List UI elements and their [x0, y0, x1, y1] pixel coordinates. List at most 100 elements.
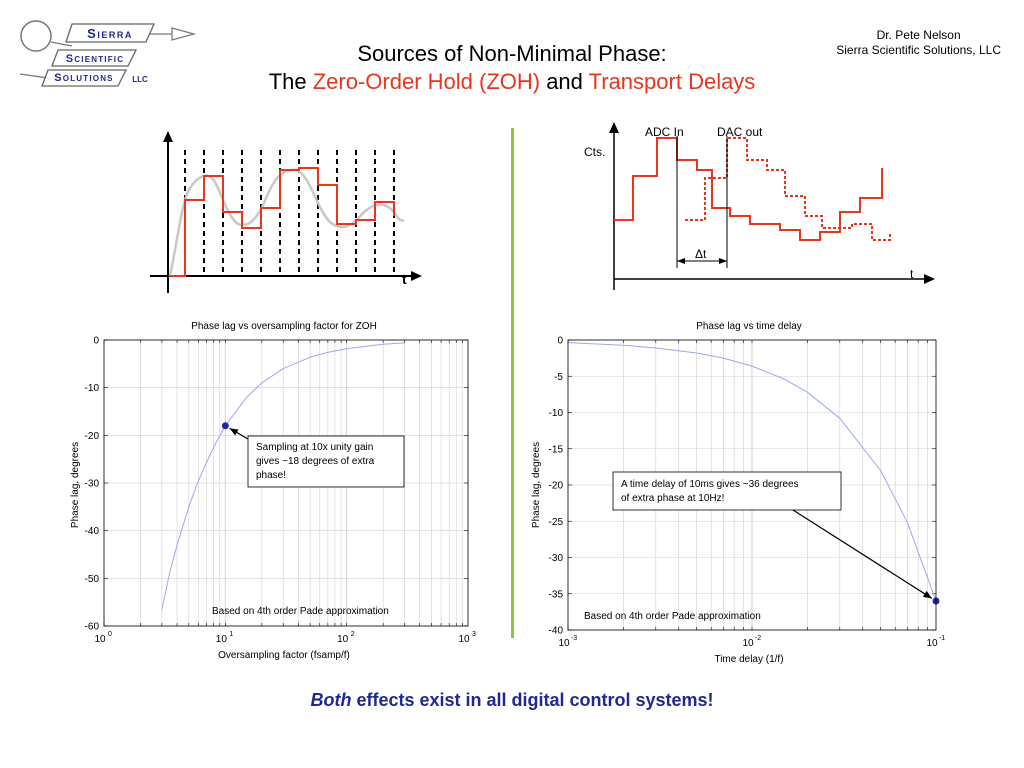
c1-highlight-point — [221, 422, 229, 430]
zoh-diagram: t — [150, 131, 422, 293]
c1-y-tick-label: -30 — [85, 479, 100, 490]
dac-out-label: DAC out — [717, 125, 763, 139]
c1-curve-segment — [213, 425, 226, 448]
c2-x-tick-exponent: -2 — [755, 635, 761, 642]
footer-message: Both effects exist in all digital contro… — [0, 690, 1024, 711]
c2-curve-segment — [839, 417, 882, 471]
c2-curve-segment — [751, 365, 785, 380]
c1-y-tick-label: -10 — [85, 383, 100, 394]
c2-x-tick-exponent: -3 — [571, 635, 577, 642]
c1-x-tick-label: 10 — [337, 634, 349, 645]
c2-y-tick-label: -30 — [549, 553, 564, 564]
title-pre: The — [268, 69, 313, 94]
chart2-annotation-box — [612, 471, 842, 511]
c2-annotation-arrow — [792, 509, 933, 599]
c2-y-tick-label: -20 — [549, 481, 564, 492]
c1-curve-segment — [283, 356, 311, 370]
c1-arrow-head — [229, 428, 239, 436]
slide-title: Sources of Non-Minimal Phase: The Zero-O… — [0, 40, 1024, 96]
c1-curve-segment — [197, 462, 207, 481]
c1-y-tick-label: -20 — [85, 431, 100, 442]
c1-x-tick-exponent: 3 — [472, 631, 476, 638]
c2-y-tick-label: -35 — [549, 589, 564, 600]
footer-rest: effects exist in all digital control sys… — [351, 690, 714, 710]
chart1-xlabel: Oversampling factor (fsamp/f) — [218, 650, 350, 661]
delay-diagram: ADC In DAC out Cts. Δt t — [584, 122, 935, 290]
c1-curve-segment — [327, 348, 347, 353]
c1-curve-segment — [176, 506, 190, 546]
author-block: Dr. Pete Nelson Sierra Scientific Soluti… — [836, 28, 1001, 58]
c1-curve-segment — [169, 544, 178, 572]
author-name: Dr. Pete Nelson — [876, 28, 961, 42]
c2-curve-segment — [907, 522, 937, 602]
c1-curve-segment — [346, 343, 384, 350]
chart2-xlabel: Time delay (1/f) — [714, 654, 783, 665]
c2-x-tick-label: 10 — [558, 638, 570, 649]
c2-curve-segment — [567, 342, 624, 346]
logo-line-1: Sierra — [87, 26, 133, 41]
chart1-annotation: Sampling at 10x unity gain gives ~18 deg… — [256, 442, 377, 481]
c1-x-tick-label: 10 — [216, 634, 228, 645]
c1-y-tick-label: -60 — [85, 622, 100, 633]
c2-x-tick-exponent: -1 — [939, 635, 945, 642]
logo-line-2: Scientific — [66, 53, 124, 65]
title-transport-delays: Transport Delays — [588, 69, 756, 94]
chart2-ylabel: Phase lag, degrees — [531, 442, 542, 528]
cts-label: Cts. — [584, 145, 605, 159]
delay-t-label: t — [910, 267, 914, 281]
logo-line-3: Solutions — [54, 72, 113, 84]
c2-curve-segment — [655, 347, 697, 354]
c2-curve-segment — [696, 352, 724, 359]
c2-y-tick-label: -40 — [549, 626, 564, 637]
c2-y-tick-label: -15 — [549, 444, 564, 455]
delay-phase-chart: Phase lag vs time delay Time delay (1/f)… — [531, 321, 945, 665]
c2-y-tick-label: -10 — [549, 408, 564, 419]
c1-curve-segment — [261, 368, 284, 384]
delta-t-label: Δt — [695, 247, 707, 261]
c2-x-tick-label: 10 — [926, 638, 938, 649]
chart1-note: Based on 4th order Pade approximation — [212, 606, 389, 617]
c2-curve-segment — [723, 357, 753, 367]
zoh-t-label: t — [402, 271, 407, 287]
title-line-1: Sources of Non-Minimal Phase: — [357, 41, 667, 66]
title-line-2: The Zero-Order Hold (ZOH) and Transport … — [0, 68, 1024, 96]
chart2-title: Phase lag vs time delay — [696, 321, 802, 332]
c1-curve-segment — [310, 351, 329, 358]
c1-curve-segment — [161, 571, 171, 610]
c1-curve-segment — [383, 342, 405, 345]
c2-curve-segment — [880, 470, 908, 523]
c1-y-tick-label: 0 — [93, 336, 99, 347]
chart2-note: Based on 4th order Pade approximation — [584, 611, 761, 622]
c2-curve-segment — [784, 378, 808, 393]
c1-y-tick-label: -40 — [85, 526, 100, 537]
divider — [511, 128, 514, 638]
chart1-ylabel: Phase lag, degrees — [70, 442, 81, 528]
chart2-annotation: A time delay of 10ms gives ~36 degrees o… — [621, 479, 801, 504]
c2-curve-segment — [807, 391, 841, 419]
c1-x-tick-exponent: 0 — [108, 631, 112, 638]
c1-curve-segment — [206, 447, 215, 463]
chart1-title: Phase lag vs oversampling factor for ZOH — [191, 321, 377, 332]
c2-arrow-head — [922, 590, 932, 599]
c1-x-tick-label: 10 — [458, 634, 470, 645]
adc-in-label: ADC In — [645, 125, 684, 139]
logo-line-4: LLC — [132, 75, 148, 84]
company-logo: Sierra Scientific Solutions LLC — [19, 20, 197, 87]
c2-y-tick-label: 0 — [557, 336, 563, 347]
chart1-annotation-box — [247, 435, 405, 488]
c1-x-tick-exponent: 1 — [229, 631, 233, 638]
c1-x-tick-exponent: 2 — [351, 631, 355, 638]
c2-curve-segment — [623, 344, 656, 349]
footer-emphasis: Both — [310, 690, 352, 710]
zoh-phase-chart: Phase lag vs oversampling factor for ZOH… — [70, 321, 476, 661]
c1-curve-segment — [188, 480, 199, 508]
title-mid: and — [540, 69, 589, 94]
c1-curve-segment — [224, 396, 248, 427]
c2-y-tick-label: -5 — [554, 372, 563, 383]
author-company: Sierra Scientific Solutions, LLC — [836, 43, 1001, 57]
c2-y-tick-label: -25 — [549, 517, 564, 528]
c1-y-tick-label: -50 — [85, 574, 100, 585]
title-zoh: Zero-Order Hold (ZOH) — [312, 69, 541, 94]
c1-x-tick-label: 10 — [94, 634, 106, 645]
c1-curve-segment — [246, 382, 263, 398]
